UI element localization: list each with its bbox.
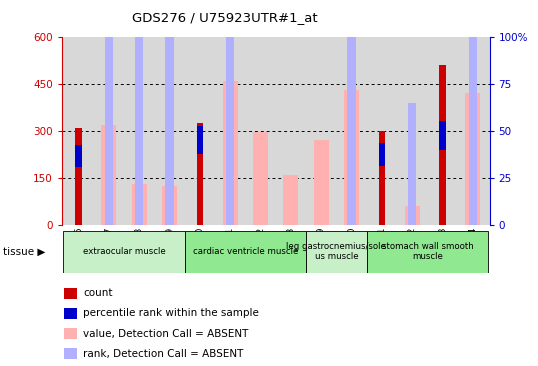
Text: value, Detection Call = ABSENT: value, Detection Call = ABSENT <box>83 329 249 339</box>
Bar <box>408 102 416 225</box>
Text: cardiac ventricle muscle: cardiac ventricle muscle <box>193 247 298 256</box>
Bar <box>348 0 356 225</box>
Bar <box>75 128 82 225</box>
Bar <box>223 81 238 225</box>
Bar <box>165 0 174 225</box>
Bar <box>439 65 446 225</box>
Bar <box>367 231 488 273</box>
Bar <box>101 124 116 225</box>
Bar <box>379 143 385 166</box>
Bar <box>465 93 480 225</box>
Text: extraocular muscle: extraocular muscle <box>83 247 165 256</box>
Text: rank, Detection Call = ABSENT: rank, Detection Call = ABSENT <box>83 349 244 359</box>
Bar <box>314 140 329 225</box>
Text: tissue ▶: tissue ▶ <box>3 247 45 257</box>
Bar <box>344 90 359 225</box>
Text: leg gastrocnemius/sole
us muscle: leg gastrocnemius/sole us muscle <box>286 242 386 261</box>
Bar <box>132 184 147 225</box>
Bar <box>135 0 144 225</box>
Bar <box>379 131 385 225</box>
Bar <box>253 132 268 225</box>
Bar <box>64 328 77 339</box>
Bar <box>405 206 420 225</box>
Bar <box>104 0 113 225</box>
Bar <box>162 186 177 225</box>
Bar <box>64 308 77 319</box>
Bar <box>469 0 477 225</box>
Bar <box>284 175 299 225</box>
Bar <box>64 348 77 359</box>
Bar <box>64 288 77 299</box>
Text: GDS276 / U75923UTR#1_at: GDS276 / U75923UTR#1_at <box>132 11 317 24</box>
Text: count: count <box>83 288 113 298</box>
Bar <box>196 126 203 154</box>
Bar <box>439 121 446 150</box>
Text: percentile rank within the sample: percentile rank within the sample <box>83 309 259 318</box>
Text: stomach wall smooth
muscle: stomach wall smooth muscle <box>381 242 473 261</box>
Bar <box>75 145 82 167</box>
Bar <box>63 231 185 273</box>
Bar <box>226 0 235 225</box>
Bar <box>306 231 367 273</box>
Bar <box>185 231 306 273</box>
Bar <box>196 123 203 225</box>
